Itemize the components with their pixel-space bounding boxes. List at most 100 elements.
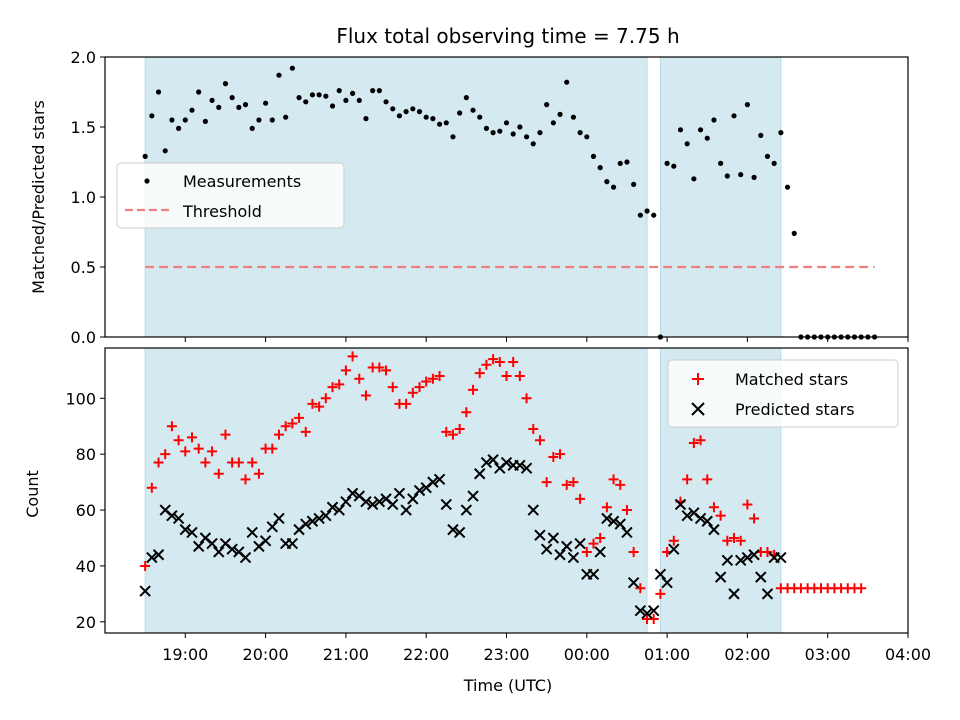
measurement-point [236, 104, 242, 110]
bottom-legend-box [667, 359, 899, 428]
bottom-panel: 20 40 60 80 100 19:00 20:00 21:00 22:00 23:00 00:… [23, 347, 931, 695]
predicted-stars-point [239, 551, 252, 564]
matched-stars-point [387, 382, 398, 393]
measurement-point [584, 134, 590, 140]
bottom-y-tick-label: 60 [76, 501, 96, 520]
measurement-point [403, 109, 409, 115]
matched-stars-point [454, 424, 465, 435]
chart-title: Flux total observing time = 7.75 h [336, 24, 679, 48]
measurement-point [523, 134, 530, 140]
matched-stars-point [541, 477, 552, 488]
matched-stars-point [414, 382, 425, 393]
predicted-stars-point [186, 526, 198, 539]
measurement-point [617, 160, 623, 166]
measurement-point [202, 118, 208, 124]
matched-stars-point [207, 446, 218, 457]
predicted-stars-point [453, 526, 466, 539]
matched-stars-point [253, 468, 264, 479]
predicted-stars-point [728, 588, 740, 600]
top-y-tick-label: 2.0 [71, 48, 96, 67]
matched-stars-point [588, 538, 599, 549]
predicted-stars-point [594, 546, 606, 558]
measurement-point [557, 111, 563, 117]
matched-stars-point [173, 435, 184, 446]
predicted-stars-point [674, 498, 687, 511]
predicted-stars-point [286, 537, 299, 550]
predicted-stars-point [534, 529, 546, 541]
bottom-y-tick-label: 100 [65, 389, 96, 408]
matched-stars-point [695, 435, 706, 446]
measurement-point [731, 113, 737, 119]
top-legend: Measurements Threshold [116, 162, 345, 229]
measurement-point [396, 113, 403, 119]
x-tick-label: 19:00 [162, 645, 208, 664]
measurement-point [229, 95, 235, 101]
matched-stars-point [555, 449, 566, 460]
predicted-stars-point [500, 456, 513, 469]
top-y-tick-label: 1.0 [71, 188, 96, 207]
measurement-point [544, 102, 550, 108]
matched-stars-point [581, 546, 592, 557]
predicted-stars-point [139, 585, 151, 597]
measurement-point [142, 153, 148, 159]
top-panel: 0.00.51.01.52.0 Matched/Predicted stars … [29, 48, 909, 347]
matched-stars-point [548, 451, 559, 462]
measurement-point [222, 81, 229, 87]
measurement-point [778, 130, 784, 136]
matched-stars-point [307, 398, 318, 409]
predicted-stars-point [480, 456, 493, 469]
matched-stars-point [575, 493, 586, 504]
bottom-y-tick-label: 20 [76, 613, 96, 632]
measurement-point [383, 99, 389, 105]
measurement-point [370, 88, 376, 94]
x-tick-label: 23:00 [483, 645, 529, 664]
matched-stars-point [528, 424, 539, 435]
measurement-point [483, 125, 490, 131]
predicted-stars-point [407, 493, 419, 505]
matched-stars-point [427, 373, 438, 384]
predicted-stars-point [520, 462, 533, 474]
predicted-stars-point [360, 495, 372, 508]
top-y-axis-label: Matched/Predicted stars [29, 100, 48, 294]
measurement-point [637, 212, 643, 218]
measurement-point [390, 106, 396, 112]
measurement-point [477, 114, 483, 120]
predicted-stars-point [634, 604, 647, 617]
matched-stars-point [401, 398, 412, 409]
x-tick-label: 01:00 [644, 645, 690, 664]
predicted-stars-point [755, 571, 767, 583]
predicted-stars-point [567, 551, 580, 564]
measurement-point [149, 113, 155, 119]
measurement-point [242, 102, 249, 108]
matched-stars-point [140, 560, 151, 571]
matched-stars-point [347, 351, 358, 362]
matched-stars-point [514, 370, 525, 381]
threshold-legend-label: Threshold [182, 202, 262, 221]
predicted-stars-point [320, 509, 332, 522]
measurement-point [744, 102, 751, 108]
matched-stars-point [441, 426, 452, 437]
predicted-stars-point [366, 498, 379, 511]
predicted-stars-point [601, 512, 613, 525]
measurement-point [323, 93, 329, 99]
predicted-stars-point [273, 512, 285, 525]
matched-stars-point [488, 354, 499, 365]
measurement-point [604, 179, 610, 185]
predicted-stars-point [146, 551, 158, 564]
matched-stars-point [608, 474, 619, 485]
measurements-legend-label: Measurements [183, 172, 301, 191]
predicted-stars-point [259, 535, 272, 547]
predicted-stars-point [213, 546, 225, 558]
predicted-stars-point [460, 504, 473, 516]
measurement-point [577, 130, 583, 136]
predicted-stars-point [648, 604, 660, 617]
matched-stars-point [186, 432, 197, 443]
matched-stars-point [481, 359, 492, 370]
bottom-y-tick-label: 80 [76, 445, 96, 464]
matched-stars-point [280, 421, 291, 432]
measurement-point [590, 153, 597, 159]
matched-stars-point [287, 418, 298, 429]
measurement-point [677, 127, 684, 133]
predicted-stars-point [587, 568, 600, 581]
bottom-y-tick-label: 40 [76, 557, 96, 576]
